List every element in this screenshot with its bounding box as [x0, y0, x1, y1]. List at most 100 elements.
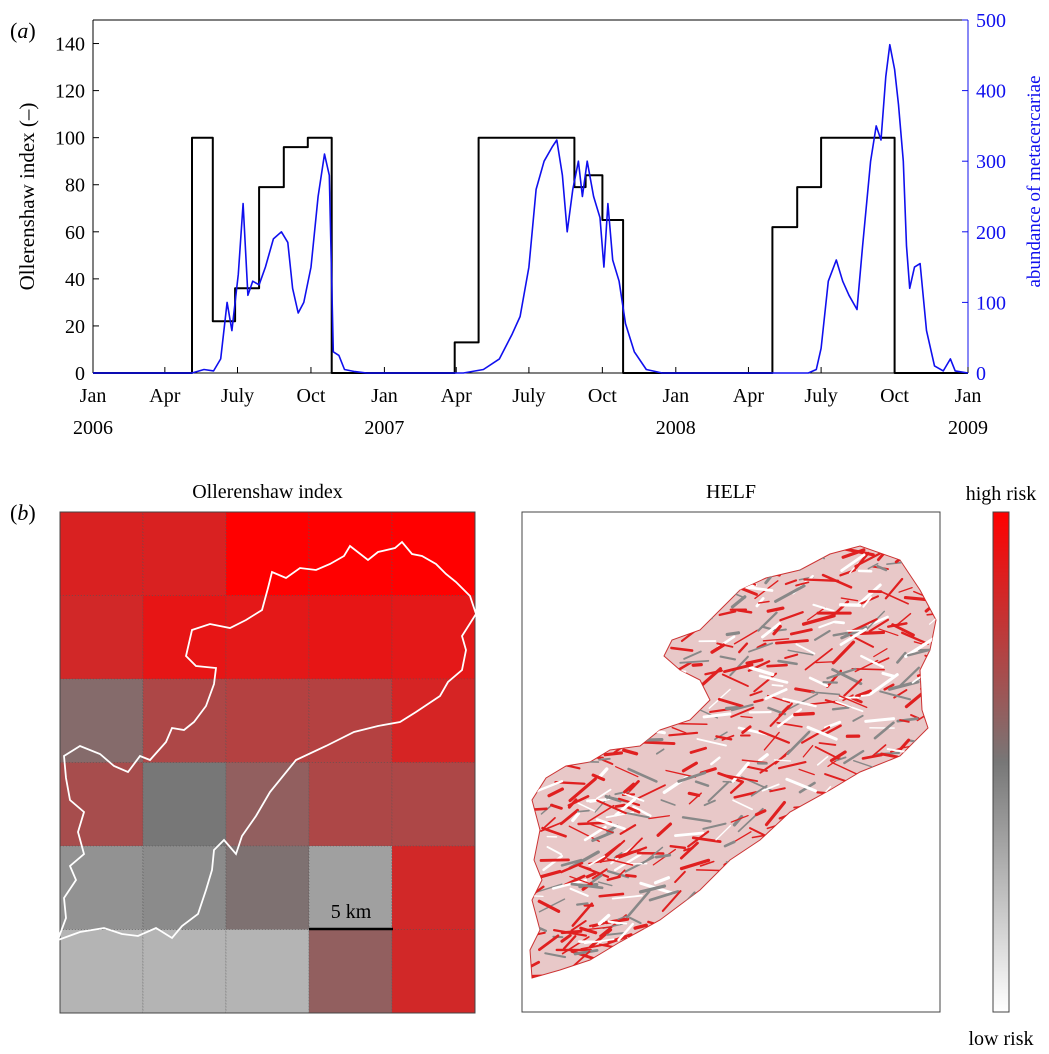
helf-cell: [560, 933, 572, 943]
helf-cell: [632, 805, 652, 817]
helf-cell: [590, 823, 614, 834]
helf-cell: [776, 708, 803, 728]
helf-cell: [716, 642, 734, 648]
helf-cell: [896, 612, 912, 626]
x-tick-label: Apr: [149, 385, 180, 407]
helf-cell: [633, 923, 648, 930]
helf-cell: [745, 585, 774, 592]
helf-cell: [777, 760, 807, 770]
helf-cell: [544, 952, 567, 959]
grid-cell: [142, 511, 227, 596]
helf-cell: [615, 848, 642, 859]
helf-cell: [808, 676, 829, 688]
helf-cell: [653, 876, 671, 885]
helf-cell: [723, 663, 754, 674]
helf-cell: [898, 586, 913, 593]
helf-cell: [873, 648, 888, 658]
helf-cell: [536, 883, 563, 893]
helf-cell: [829, 750, 847, 763]
helf-cell: [642, 846, 664, 865]
grid-cell: [142, 678, 227, 763]
helf-cell: [603, 751, 624, 757]
helf-cell: [543, 816, 556, 829]
ollerenshaw-map-frame: [59, 511, 476, 1014]
helf-cell: [831, 640, 856, 665]
helf-cell: [867, 562, 879, 570]
helf-cell: [764, 800, 786, 827]
helf-cell: [733, 629, 759, 645]
helf-cell: [591, 773, 606, 782]
helf-cell: [731, 761, 750, 783]
helf-cell: [687, 791, 701, 797]
helf-cell: [597, 881, 613, 887]
helf-cell: [810, 691, 841, 696]
helf-cell: [876, 657, 890, 664]
x-year-label: 2008: [656, 417, 696, 439]
helf-cell: [710, 756, 721, 766]
helf-cell: [661, 890, 682, 913]
right-tick-label: 300: [976, 151, 1006, 173]
helf-cell: [537, 899, 561, 913]
helf-cell: [715, 735, 733, 741]
helf-cell: [733, 831, 752, 843]
helf-cell: [656, 822, 673, 837]
helf-cell: [869, 673, 899, 696]
x-year-label: 2006: [73, 417, 113, 439]
grid-cell: [142, 595, 227, 680]
helf-cell: [615, 766, 639, 778]
helf-cell: [606, 858, 634, 866]
helf-cell: [552, 929, 588, 937]
grid-cell: [308, 678, 393, 763]
helf-cell: [753, 698, 764, 704]
helf-cell: [749, 666, 775, 677]
helf-cell: [774, 584, 806, 603]
helf-cell: [730, 706, 755, 718]
helf-cell: [729, 655, 749, 677]
ollerenshaw-abundance-chart: (a) 0 20 40 60 80 100 120 140 0 100 200 300 400 500 Jan…: [10, 10, 1045, 439]
x-tick-label: Apr: [441, 385, 472, 407]
left-tick-label: 0: [75, 363, 85, 385]
helf-cell: [864, 717, 896, 723]
helf-cell: [880, 591, 909, 605]
helf-cell: [694, 780, 710, 787]
helf-cell: [761, 783, 780, 792]
grid-cell: [142, 762, 227, 847]
helf-cell: [771, 684, 784, 687]
helf-cell: [801, 613, 836, 626]
helf-cell: [542, 854, 564, 872]
helf-cell: [841, 547, 875, 557]
helf-cell: [681, 761, 698, 773]
helf-cell: [552, 878, 588, 890]
helf-cell: [754, 809, 767, 817]
grid-cell: [391, 845, 476, 930]
colorbar-low-label: low risk: [969, 1028, 1034, 1050]
helf-cell: [839, 627, 868, 646]
left-tick-label: 100: [55, 128, 85, 150]
grid-cell: [225, 929, 310, 1014]
metacercariae-abundance-line: [93, 43, 969, 374]
helf-cell: [655, 748, 665, 755]
helf-cell: [786, 730, 811, 755]
helf-cell: [855, 689, 872, 698]
helf-cell: [762, 638, 790, 642]
helf-cell: [670, 646, 694, 652]
x-tick-label: Oct: [588, 385, 617, 407]
helf-cell: [721, 673, 749, 688]
helf-cell: [622, 748, 639, 756]
helf-cell: [717, 697, 744, 708]
x-year-label: 2007: [364, 417, 404, 439]
panel-tag-a: (a): [10, 18, 36, 43]
helf-cell: [594, 755, 614, 765]
grid-cell: [59, 845, 144, 930]
helf-cell: [585, 871, 597, 879]
helf-cell: [669, 844, 687, 850]
helf-cell: [753, 672, 778, 693]
y-axis-label-left: Ollerenshaw index (–): [15, 103, 39, 291]
helf-cell: [723, 840, 736, 848]
helf-cell: [626, 890, 651, 919]
helf-cell: [710, 643, 726, 654]
helf-cell: [850, 696, 863, 704]
risk-maps: (b) Ollerenshaw index 5 km HELF high risk low…: [10, 481, 1036, 1050]
left-tick-label: 20: [65, 316, 85, 338]
helf-cell: [668, 731, 699, 737]
